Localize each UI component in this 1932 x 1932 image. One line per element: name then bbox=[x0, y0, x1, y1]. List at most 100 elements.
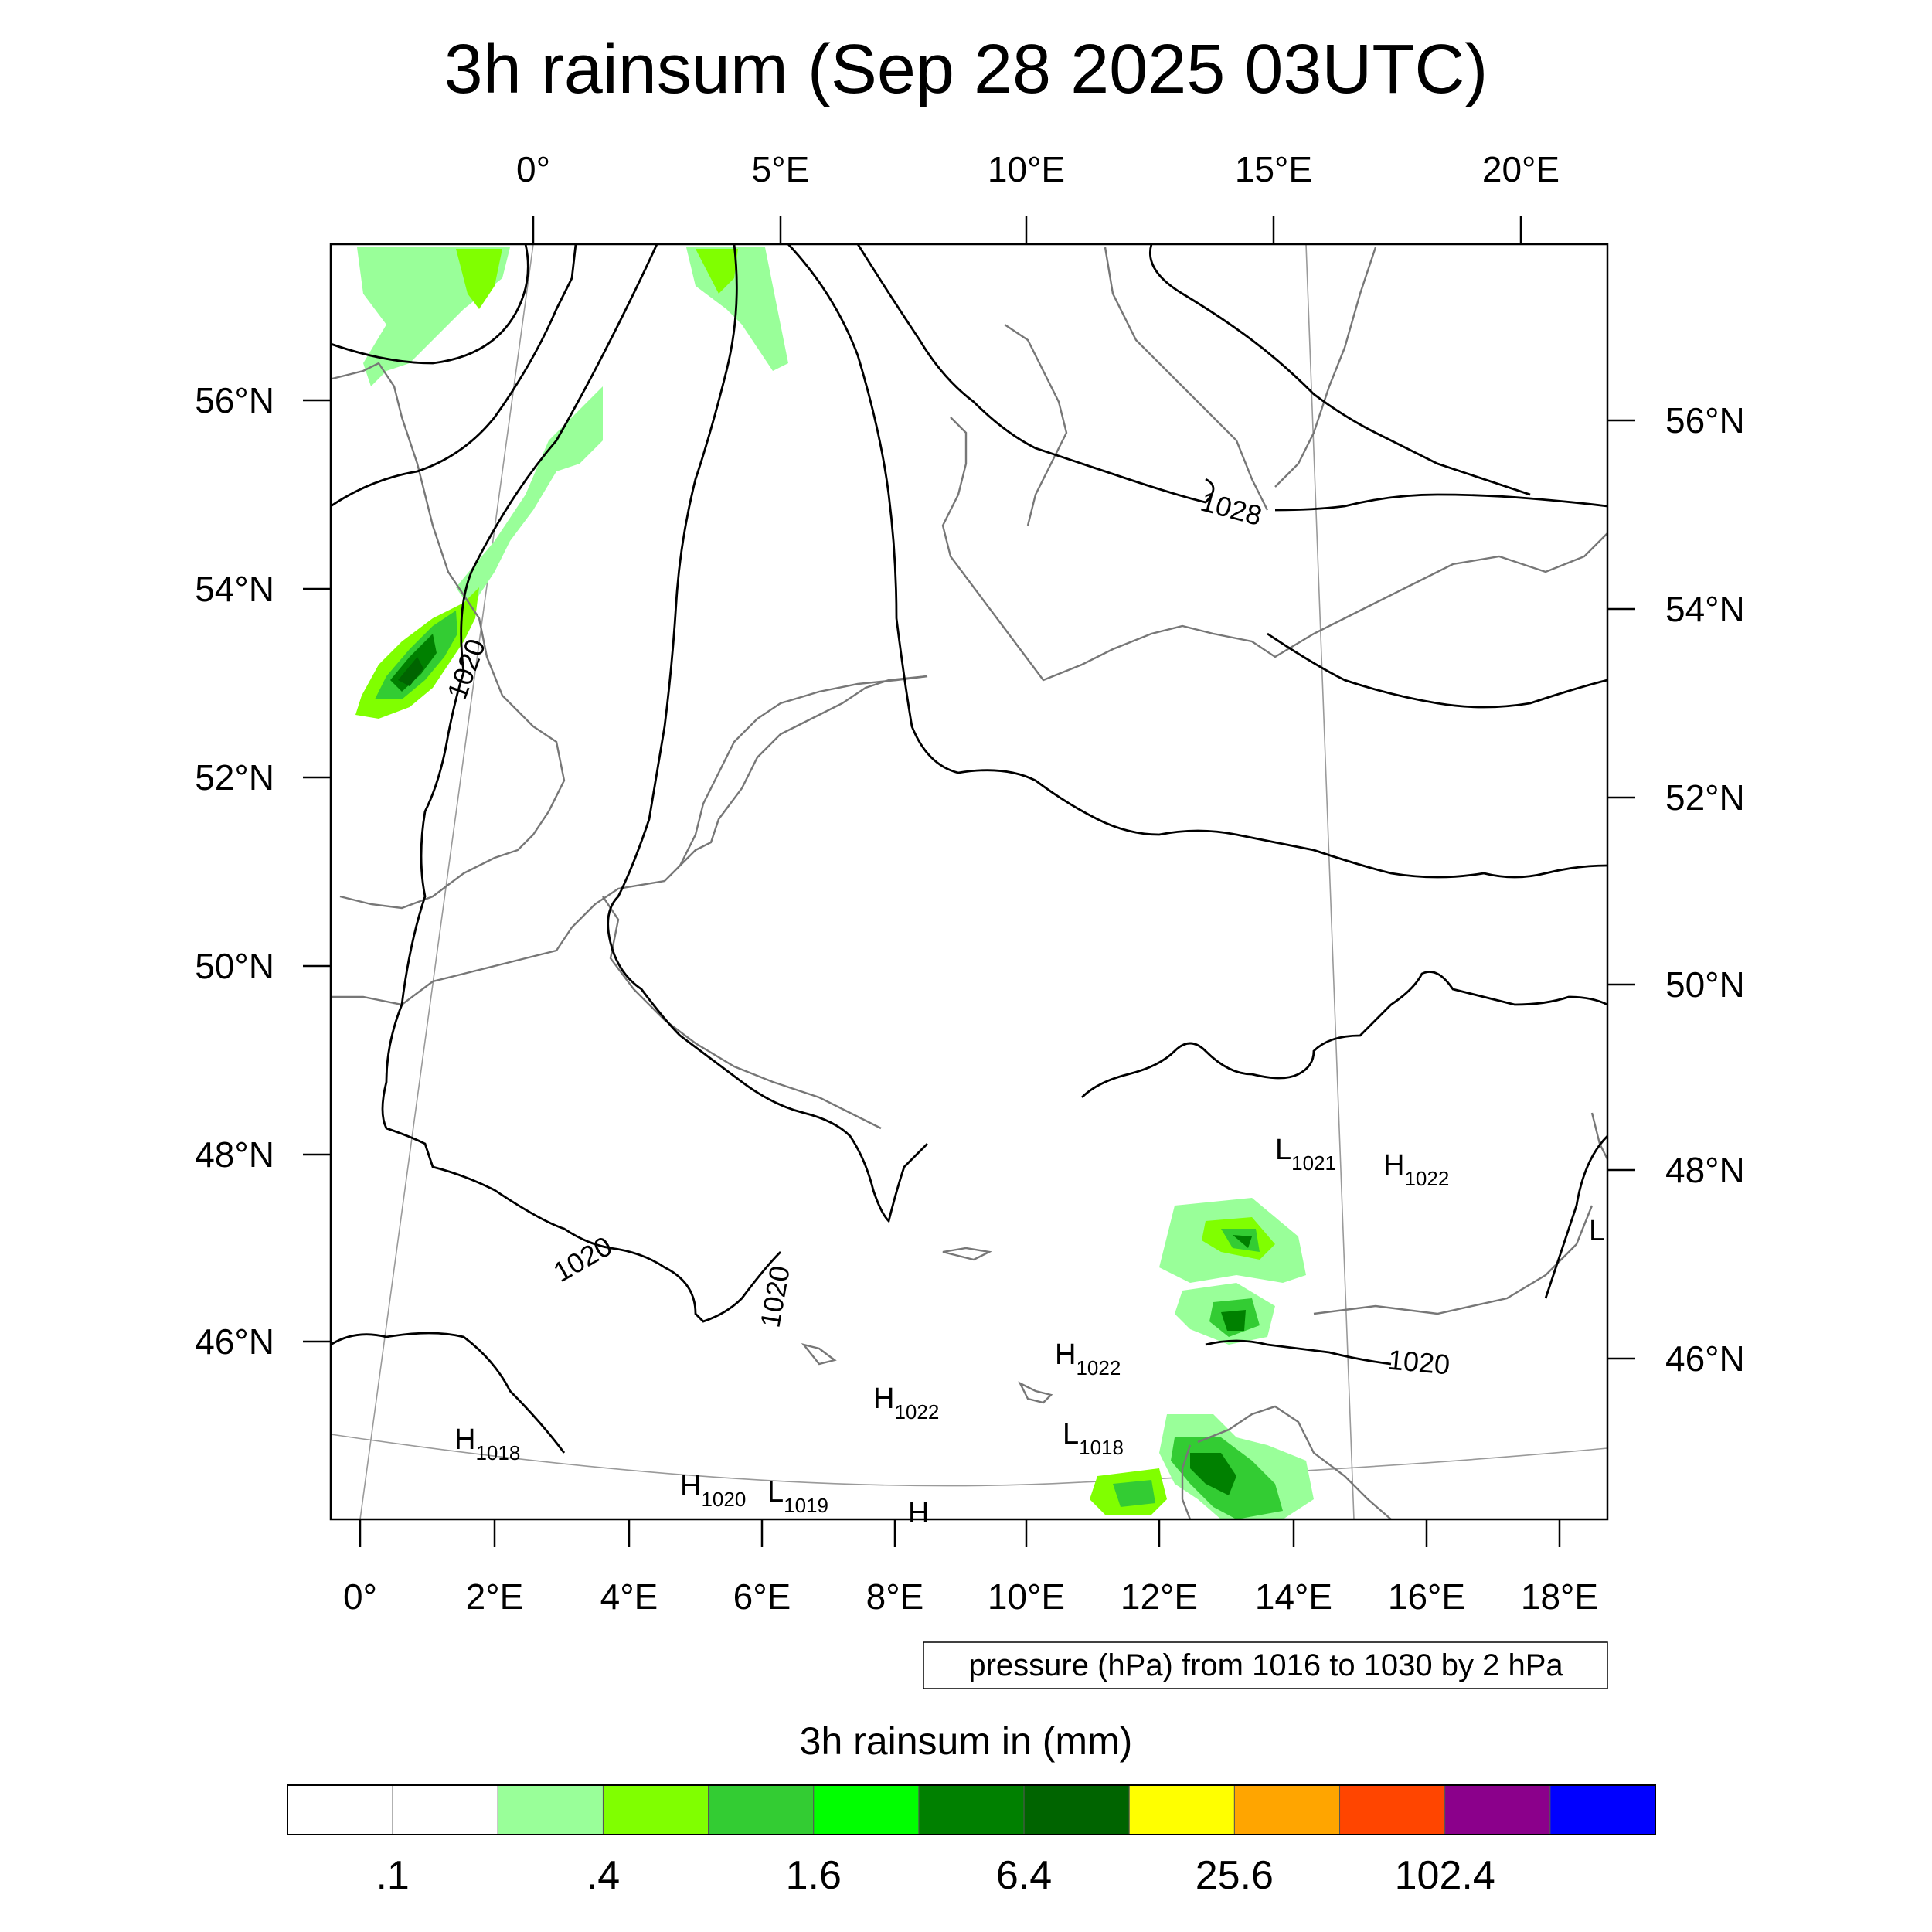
lon-label: 0° bbox=[516, 149, 550, 189]
high-center: H1020 bbox=[680, 1470, 746, 1511]
meridian-0 bbox=[359, 243, 534, 1520]
colorbar-box bbox=[287, 1784, 393, 1835]
colorbar-box bbox=[1549, 1784, 1656, 1835]
low-center: L1018 bbox=[1063, 1418, 1124, 1459]
isobar bbox=[1081, 971, 1608, 1098]
info-box-frame bbox=[923, 1641, 1608, 1689]
low-center: L1021 bbox=[1275, 1134, 1336, 1175]
colorbar-box bbox=[1023, 1784, 1130, 1835]
rain-patch bbox=[696, 249, 738, 294]
isobars bbox=[330, 243, 1608, 1454]
bottom-axis: 0° 2°E 4°E 6°E 8°E 10°E 12°E 14°E 16°E 1… bbox=[343, 1519, 1598, 1617]
coast-jutland bbox=[1004, 324, 1068, 526]
colorbar: 3h rainsum in (mm) .1 .4 1.6 6.4 25.6 102.4 bbox=[287, 1719, 1656, 1898]
lat-label: 46°N bbox=[1665, 1338, 1745, 1379]
isobar bbox=[1274, 493, 1608, 512]
lon-label: 10°E bbox=[988, 149, 1065, 189]
map-background bbox=[331, 244, 1607, 1519]
lat-label: 50°N bbox=[195, 946, 274, 986]
lake bbox=[801, 1342, 837, 1366]
coast-continent bbox=[332, 675, 928, 1006]
meridian-15e bbox=[1305, 243, 1355, 1520]
lat-label: 52°N bbox=[1665, 777, 1745, 818]
coast-adriatic bbox=[1197, 1405, 1392, 1520]
border-line bbox=[1313, 1205, 1594, 1315]
lat-label: 50°N bbox=[1665, 964, 1745, 1005]
rain-patch bbox=[1233, 1235, 1252, 1248]
rain-patch bbox=[456, 386, 603, 611]
top-axis: 0° 5°E 10°E 15°E 20°E bbox=[516, 149, 1560, 244]
isobar bbox=[787, 243, 1608, 879]
coastlines bbox=[332, 247, 1609, 1520]
right-axis: 56°N 54°N 52°N 50°N 48°N 46°N bbox=[1607, 400, 1745, 1379]
rain-field bbox=[355, 247, 1314, 1519]
lon-label: 10°E bbox=[988, 1577, 1065, 1617]
rain-patch bbox=[1190, 1453, 1236, 1495]
low-center: L1019 bbox=[767, 1476, 828, 1517]
lat-label: 52°N bbox=[195, 757, 274, 798]
colorbar-box bbox=[708, 1784, 815, 1835]
parallel-45n bbox=[330, 1434, 1608, 1487]
isobar-1020 bbox=[381, 243, 781, 1323]
colorbar-labels: .1 .4 1.6 6.4 25.6 102.4 bbox=[376, 1853, 1495, 1898]
high-center: H bbox=[908, 1497, 929, 1529]
lon-label: 2°E bbox=[466, 1577, 524, 1617]
rain-patch bbox=[398, 657, 423, 686]
map-frame bbox=[329, 243, 1609, 1521]
isobar bbox=[330, 1332, 566, 1454]
colorbar-box bbox=[1233, 1784, 1341, 1835]
isobar bbox=[330, 243, 577, 508]
colorbar-box bbox=[392, 1784, 498, 1835]
colorbar-boxes bbox=[287, 1784, 1656, 1835]
high-center: H1022 bbox=[873, 1383, 939, 1423]
map-title: 3h rainsum (Sep 28 2025 03UTC) bbox=[444, 31, 1488, 108]
colorbar-title: 3h rainsum in (mm) bbox=[800, 1719, 1133, 1763]
high-center: H1022 bbox=[1383, 1149, 1449, 1190]
isobar bbox=[1205, 1339, 1392, 1366]
colorbar-label: .1 bbox=[376, 1853, 409, 1898]
colorbar-label: .4 bbox=[587, 1853, 620, 1898]
rain-patch bbox=[1113, 1480, 1155, 1507]
lat-label: 54°N bbox=[195, 569, 274, 609]
high-center: H1018 bbox=[454, 1423, 520, 1464]
colorbar-box bbox=[1128, 1784, 1235, 1835]
coast-sweden bbox=[1104, 247, 1269, 511]
low-center: L bbox=[1589, 1215, 1605, 1247]
lon-label: 12°E bbox=[1121, 1577, 1198, 1617]
lat-label: 48°N bbox=[195, 1134, 274, 1175]
contour-info-text: pressure (hPa) from 1016 to 1030 by 2 hP… bbox=[968, 1648, 1563, 1682]
high-center: H1022 bbox=[1055, 1338, 1121, 1379]
lon-label: 20°E bbox=[1482, 149, 1560, 189]
contour-label: 1020 bbox=[1386, 1344, 1451, 1381]
pressure-centers: L1021 H1022 L H1022 H1022 L1018 H1018 H1… bbox=[454, 1134, 1605, 1529]
isobar-1028 bbox=[856, 243, 1215, 504]
colorbar-label: 25.6 bbox=[1196, 1853, 1274, 1898]
colorbar-box bbox=[813, 1784, 920, 1835]
lon-label: 16°E bbox=[1388, 1577, 1465, 1617]
lat-label: 56°N bbox=[195, 380, 274, 420]
isobar bbox=[1544, 1135, 1608, 1299]
lat-label: 54°N bbox=[1665, 589, 1745, 629]
isobar bbox=[1267, 632, 1608, 709]
graticule bbox=[330, 243, 1608, 1520]
isobar bbox=[1149, 243, 1531, 496]
lake bbox=[942, 1247, 992, 1261]
lon-label: 5°E bbox=[752, 149, 810, 189]
colorbar-label: 1.6 bbox=[786, 1853, 842, 1898]
lat-label: 46°N bbox=[195, 1321, 274, 1362]
lake bbox=[1018, 1381, 1053, 1404]
colorbar-frame bbox=[287, 1784, 1656, 1835]
lon-label: 14°E bbox=[1255, 1577, 1332, 1617]
left-axis: 56°N 54°N 52°N 50°N 48°N 46°N bbox=[195, 380, 331, 1362]
coast-sweden-east bbox=[1274, 247, 1377, 488]
colorbar-label: 6.4 bbox=[996, 1853, 1052, 1898]
isobar bbox=[330, 243, 529, 365]
rain-patch bbox=[456, 249, 502, 309]
colorbar-box bbox=[602, 1784, 709, 1835]
coast-britain bbox=[332, 362, 566, 910]
colorbar-label: 102.4 bbox=[1395, 1853, 1495, 1898]
lon-label: 8°E bbox=[866, 1577, 924, 1617]
contour-info-box: pressure (hPa) from 1016 to 1030 by 2 hP… bbox=[923, 1641, 1608, 1689]
